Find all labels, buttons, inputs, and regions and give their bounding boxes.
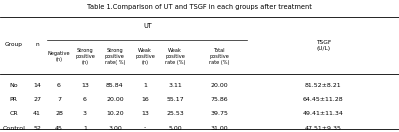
- Text: 64.45±11.28: 64.45±11.28: [303, 97, 344, 102]
- Text: 39.75: 39.75: [210, 111, 228, 116]
- Text: Total
positive
rate (%): Total positive rate (%): [209, 48, 229, 65]
- Text: 81.52±8.21: 81.52±8.21: [305, 83, 342, 88]
- Text: 20.00: 20.00: [106, 97, 124, 102]
- Text: 3.00: 3.00: [108, 126, 122, 131]
- Text: 55.17: 55.17: [166, 97, 184, 102]
- Text: 27: 27: [33, 97, 41, 102]
- Text: 13: 13: [141, 111, 149, 116]
- Text: Control: Control: [2, 126, 25, 131]
- Text: 41: 41: [33, 111, 41, 116]
- Text: Strong
positive
rate( %): Strong positive rate( %): [105, 48, 125, 65]
- Text: Negative
(n): Negative (n): [48, 51, 70, 62]
- Text: UT: UT: [143, 23, 152, 29]
- Text: 14: 14: [33, 83, 41, 88]
- Text: 3.11: 3.11: [168, 83, 182, 88]
- Text: 45: 45: [55, 126, 63, 131]
- Text: 52: 52: [33, 126, 41, 131]
- Text: 28: 28: [55, 111, 63, 116]
- Text: 75.86: 75.86: [210, 97, 228, 102]
- Text: 5.00: 5.00: [168, 126, 182, 131]
- Text: 13: 13: [81, 83, 89, 88]
- Text: Table 1.Comparison of UT and TSGF in each groups after treatment: Table 1.Comparison of UT and TSGF in eac…: [87, 4, 312, 10]
- Text: Weak
positive
(n): Weak positive (n): [135, 48, 155, 65]
- Text: 7: 7: [57, 97, 61, 102]
- Text: 6: 6: [57, 83, 61, 88]
- Text: PR: PR: [10, 97, 18, 102]
- Text: 25.53: 25.53: [166, 111, 184, 116]
- Text: TSGF
(U/L): TSGF (U/L): [316, 40, 331, 51]
- Text: No: No: [9, 83, 18, 88]
- Text: 85.84: 85.84: [106, 83, 124, 88]
- Text: 3: 3: [83, 111, 87, 116]
- Text: 1: 1: [143, 83, 147, 88]
- Text: 47.51±9.35: 47.51±9.35: [305, 126, 342, 131]
- Text: Weak
positive
rate (%): Weak positive rate (%): [165, 48, 186, 65]
- Text: 49.41±11.34: 49.41±11.34: [303, 111, 344, 116]
- Text: 10.20: 10.20: [106, 111, 124, 116]
- Text: -: -: [144, 126, 146, 131]
- Text: Strong
positive
(n): Strong positive (n): [75, 48, 95, 65]
- Text: 6: 6: [83, 97, 87, 102]
- Text: Group: Group: [4, 42, 23, 47]
- Text: 20.00: 20.00: [210, 83, 228, 88]
- Text: n: n: [35, 42, 39, 47]
- Text: 31.00: 31.00: [210, 126, 228, 131]
- Text: CR: CR: [9, 111, 18, 116]
- Text: 16: 16: [141, 97, 149, 102]
- Text: 1: 1: [83, 126, 87, 131]
